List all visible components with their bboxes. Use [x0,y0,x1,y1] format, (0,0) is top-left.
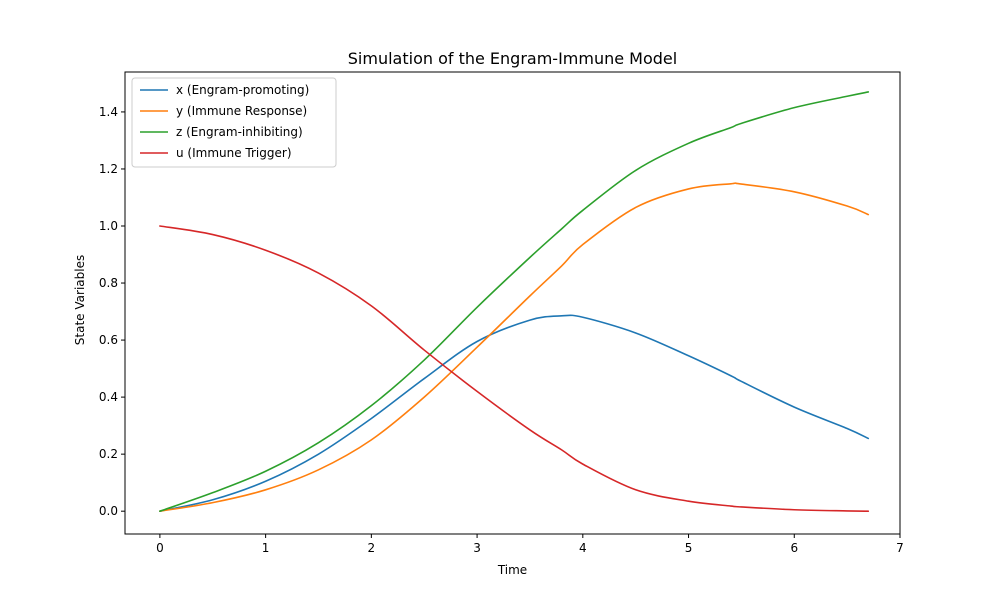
y-tick-label: 0.8 [99,276,118,290]
legend-label: z (Engram-inhibiting) [176,125,303,139]
chart-title: Simulation of the Engram-Immune Model [348,49,677,68]
y-tick-label: 0.4 [99,390,118,404]
series-line-3 [159,225,870,512]
x-tick-label: 7 [896,541,904,555]
legend-label: u (Immune Trigger) [176,146,292,160]
x-axis-label: Time [497,563,527,577]
x-tick-label: 4 [579,541,587,555]
legend-box [131,77,337,168]
legend-label: x (Engram-promoting) [176,83,309,97]
legend-label: y (Immune Response) [176,104,307,118]
y-tick-label: 0.0 [99,504,118,518]
axes-frame [124,71,901,535]
x-tick-label: 6 [790,541,798,555]
y-axis-label: State Variables [73,255,87,345]
series-line-0 [159,314,870,512]
series-line-2 [159,91,870,512]
y-tick-label: 1.2 [99,162,118,176]
legend: x (Engram-promoting) y (Immune Response) z… [131,77,337,168]
x-tick-label: 0 [156,541,164,555]
series-line-1 [159,182,870,512]
y-tick-label: 0.2 [99,447,118,461]
y-tick-label: 0.6 [99,333,118,347]
y-tick-label: 1.4 [99,105,118,119]
x-tick-label: 1 [262,541,270,555]
x-tick-label: 5 [685,541,693,555]
plot-area: 0 1 2 3 4 5 6 7 0.0 0.2 0.4 0.6 0.8 1.0 1.2 1.4 [99,71,904,555]
x-tick-label: 2 [368,541,376,555]
y-tick-label: 1.0 [99,219,118,233]
x-tick-label: 3 [473,541,481,555]
